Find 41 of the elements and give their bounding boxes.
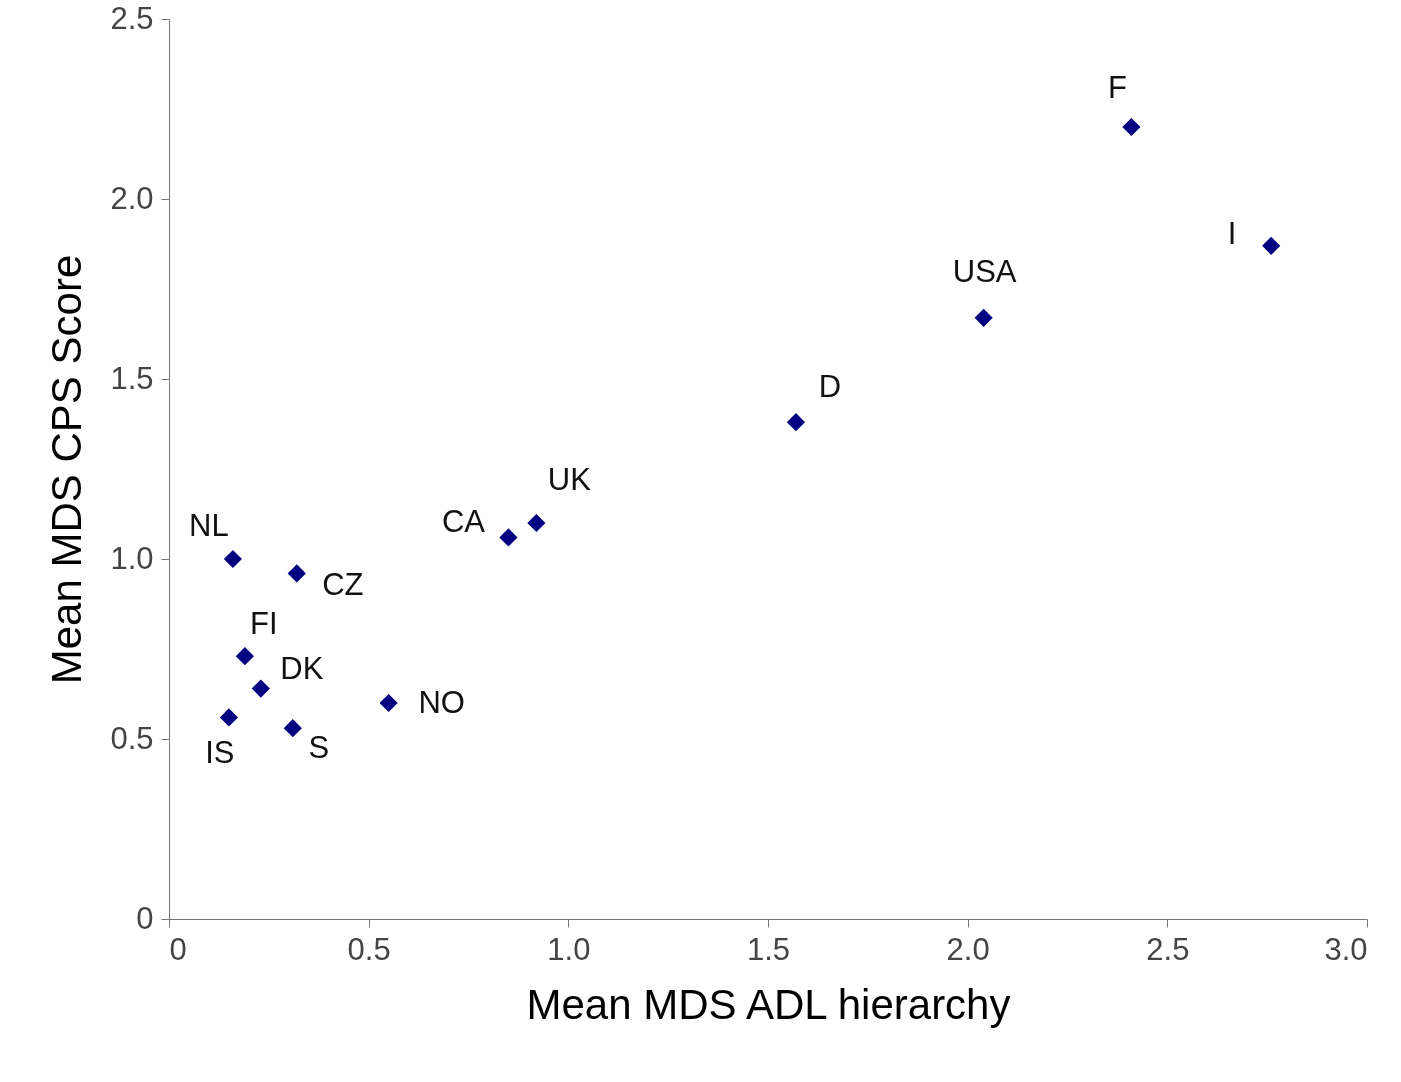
point bbox=[283, 719, 302, 738]
point bbox=[527, 513, 546, 533]
x-tick-label: 0.5 bbox=[347, 931, 391, 967]
annotation: UK bbox=[547, 462, 592, 497]
point bbox=[287, 564, 306, 583]
x-axis-title: Mean MDS ADL hierarchy bbox=[526, 980, 1011, 1028]
y-tick-label: 2.5 bbox=[110, 0, 154, 36]
x-tick-label: 0 bbox=[169, 931, 187, 967]
y-tick-label: 0.5 bbox=[110, 720, 154, 756]
point bbox=[235, 647, 254, 666]
y-tick-label: 1.0 bbox=[110, 540, 154, 576]
y-tick-label: 1.5 bbox=[110, 360, 154, 396]
y-tick-label: 2.0 bbox=[110, 180, 154, 216]
point bbox=[974, 308, 993, 327]
x-tick-label: 2.0 bbox=[946, 931, 990, 967]
annotation: I bbox=[1227, 215, 1237, 251]
annotation: F bbox=[1107, 70, 1127, 105]
annotation: D bbox=[818, 369, 842, 405]
x-tick-label: 3.0 bbox=[1324, 931, 1368, 967]
point bbox=[786, 413, 806, 432]
point bbox=[379, 693, 398, 713]
point bbox=[223, 549, 242, 569]
point bbox=[1122, 117, 1141, 137]
point bbox=[499, 528, 518, 547]
x-tick-label: 2.5 bbox=[1146, 931, 1190, 967]
y-axis-title: Mean MDS CPS Score bbox=[43, 254, 91, 685]
annotation: NO bbox=[418, 685, 465, 720]
annotation: S bbox=[308, 730, 330, 766]
annotation: CZ bbox=[322, 567, 364, 603]
point bbox=[219, 708, 238, 727]
point bbox=[1262, 236, 1281, 255]
annotation: FI bbox=[250, 606, 278, 642]
annotation: DK bbox=[280, 650, 324, 686]
x-tick-label: 1.5 bbox=[746, 931, 791, 967]
y-tick-label: 0 bbox=[136, 900, 154, 936]
annotation: CA bbox=[441, 504, 486, 540]
annotation: NL bbox=[189, 508, 229, 543]
x-tick-label: 1.0 bbox=[547, 931, 591, 967]
annotation: USA bbox=[952, 253, 1017, 289]
annotation: IS bbox=[205, 735, 235, 771]
point bbox=[251, 679, 270, 698]
